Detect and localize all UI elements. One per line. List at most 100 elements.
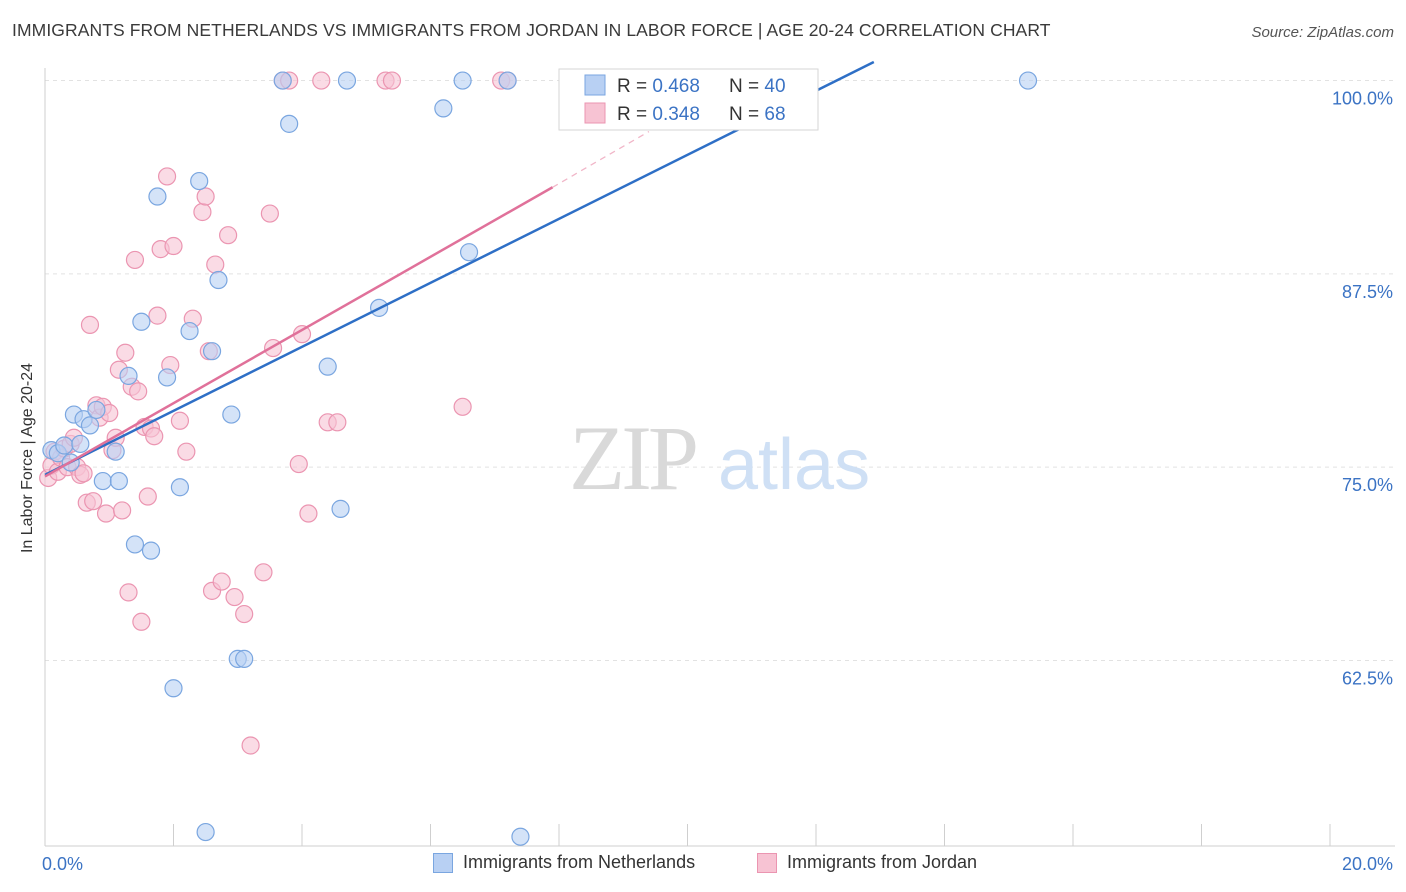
- jordan-point: [299, 504, 318, 523]
- netherlands-point: [434, 99, 453, 118]
- legend-jordan-label: Immigrants from Jordan: [787, 852, 978, 872]
- jordan-point: [145, 427, 164, 446]
- jordan-point: [193, 202, 212, 222]
- netherlands-point: [80, 416, 100, 435]
- jordan-point: [312, 71, 331, 90]
- svg-text:N = 40: N = 40: [729, 76, 786, 97]
- watermark-atlas: atlas: [718, 425, 870, 505]
- legend-jordan-n-value: 68: [764, 104, 785, 125]
- netherlands-point: [157, 368, 177, 387]
- netherlands-point: [209, 270, 228, 290]
- netherlands-point: [148, 187, 167, 206]
- netherlands-point: [170, 478, 190, 497]
- netherlands-point: [459, 243, 479, 262]
- legend-item-jordan: Immigrants from Jordan: [757, 852, 977, 873]
- netherlands-point: [196, 822, 215, 842]
- netherlands-point: [109, 471, 128, 491]
- y-tick-label: 62.5%: [1342, 668, 1393, 688]
- y-tick-label: 75.0%: [1342, 475, 1393, 495]
- jordan-point: [196, 187, 215, 206]
- jordan-point: [164, 236, 183, 256]
- svg-text:R = 0.468: R = 0.468: [617, 76, 700, 97]
- netherlands-point: [273, 71, 292, 90]
- netherlands-point: [202, 342, 222, 361]
- jordan-point: [289, 454, 308, 474]
- netherlands-point: [71, 434, 90, 454]
- netherlands-point: [1018, 71, 1038, 90]
- watermark-zip: ZIP: [569, 407, 696, 509]
- chart-source: Source: ZipAtlas.com: [1251, 24, 1394, 41]
- svg-text:N = 68: N = 68: [729, 104, 786, 125]
- jordan-point: [219, 226, 238, 245]
- grid-layer: [45, 80, 1395, 661]
- jordan-point: [138, 487, 157, 506]
- netherlands-point: [106, 442, 125, 461]
- legend-netherlands-n-label: N =: [729, 76, 764, 97]
- y-tick-label: 87.5%: [1342, 282, 1393, 302]
- netherlands-point: [119, 366, 138, 386]
- jordan-point: [80, 315, 100, 334]
- chart-title: IMMIGRANTS FROM NETHERLANDS VS IMMIGRANT…: [12, 20, 1051, 40]
- jordan-point: [116, 343, 135, 362]
- jordan-point: [129, 382, 148, 401]
- legend-jordan-marker: [757, 852, 777, 873]
- legend-top: R = 0.468 N = 40 R = 0.348 N = 68: [558, 68, 819, 131]
- jordan-point: [212, 572, 231, 591]
- jordan-point: [148, 306, 167, 325]
- x-tick-label: 20.0%: [1342, 854, 1393, 874]
- netherlands-point: [331, 499, 350, 518]
- legend-jordan-n-label: N =: [729, 104, 764, 125]
- axis-layer: 100.0% 87.5% 75.0% 62.5% 0.0% 20.0%: [42, 68, 1395, 874]
- netherlands-point: [318, 357, 337, 376]
- jordan-point: [382, 71, 402, 90]
- jordan-point: [328, 413, 347, 432]
- legend-netherlands-swatch: [584, 74, 606, 96]
- netherlands-trendline: [44, 60, 875, 476]
- legend-netherlands-label: Immigrants from Netherlands: [463, 852, 696, 872]
- netherlands-point: [164, 679, 183, 698]
- netherlands-point: [453, 71, 472, 90]
- legend-netherlands-r-value: 0.468: [652, 76, 700, 97]
- netherlands-point: [141, 541, 161, 560]
- jordan-point: [157, 167, 177, 186]
- svg-text:R = 0.348: R = 0.348: [617, 104, 700, 125]
- netherlands-point: [190, 171, 209, 191]
- jordan-point: [112, 501, 132, 520]
- jordan-point: [74, 464, 93, 483]
- jordan-trendline-extension: [552, 131, 650, 188]
- jordan-point: [241, 736, 260, 755]
- netherlands-point: [498, 71, 517, 90]
- legend-bottom: Immigrants from Netherlands Immigrants f…: [0, 852, 1406, 878]
- jordan-point: [177, 442, 196, 461]
- jordan-point: [453, 397, 472, 416]
- legend-item-netherlands: Immigrants from Netherlands: [433, 852, 695, 873]
- points-layer: [39, 71, 1038, 846]
- jordan-point: [84, 492, 103, 511]
- y-tick-label: 100.0%: [1332, 89, 1393, 109]
- jordan-point: [254, 563, 273, 582]
- jordan-point: [96, 504, 116, 523]
- jordan-point: [170, 411, 190, 430]
- netherlands-point: [55, 436, 74, 455]
- netherlands-point: [280, 114, 299, 133]
- jordan-point: [225, 587, 244, 607]
- legend-jordan-r-label: R =: [617, 104, 652, 125]
- legend-jordan-r-value: 0.348: [652, 104, 700, 125]
- legend-jordan-swatch: [584, 102, 606, 124]
- jordan-point: [132, 612, 151, 631]
- jordan-point: [206, 255, 225, 274]
- watermark: ZIP atlas: [569, 407, 870, 509]
- netherlands-point: [132, 312, 151, 331]
- netherlands-point: [511, 827, 530, 846]
- netherlands-point: [337, 71, 357, 90]
- netherlands-point: [93, 471, 112, 491]
- jordan-trendline: [44, 186, 554, 478]
- trend-layer: [44, 60, 875, 478]
- netherlands-point: [235, 649, 254, 668]
- netherlands-point: [222, 405, 241, 424]
- legend-netherlands-r-label: R =: [617, 76, 652, 97]
- jordan-point: [260, 204, 279, 223]
- netherlands-point: [180, 321, 199, 341]
- jordan-point: [119, 583, 138, 602]
